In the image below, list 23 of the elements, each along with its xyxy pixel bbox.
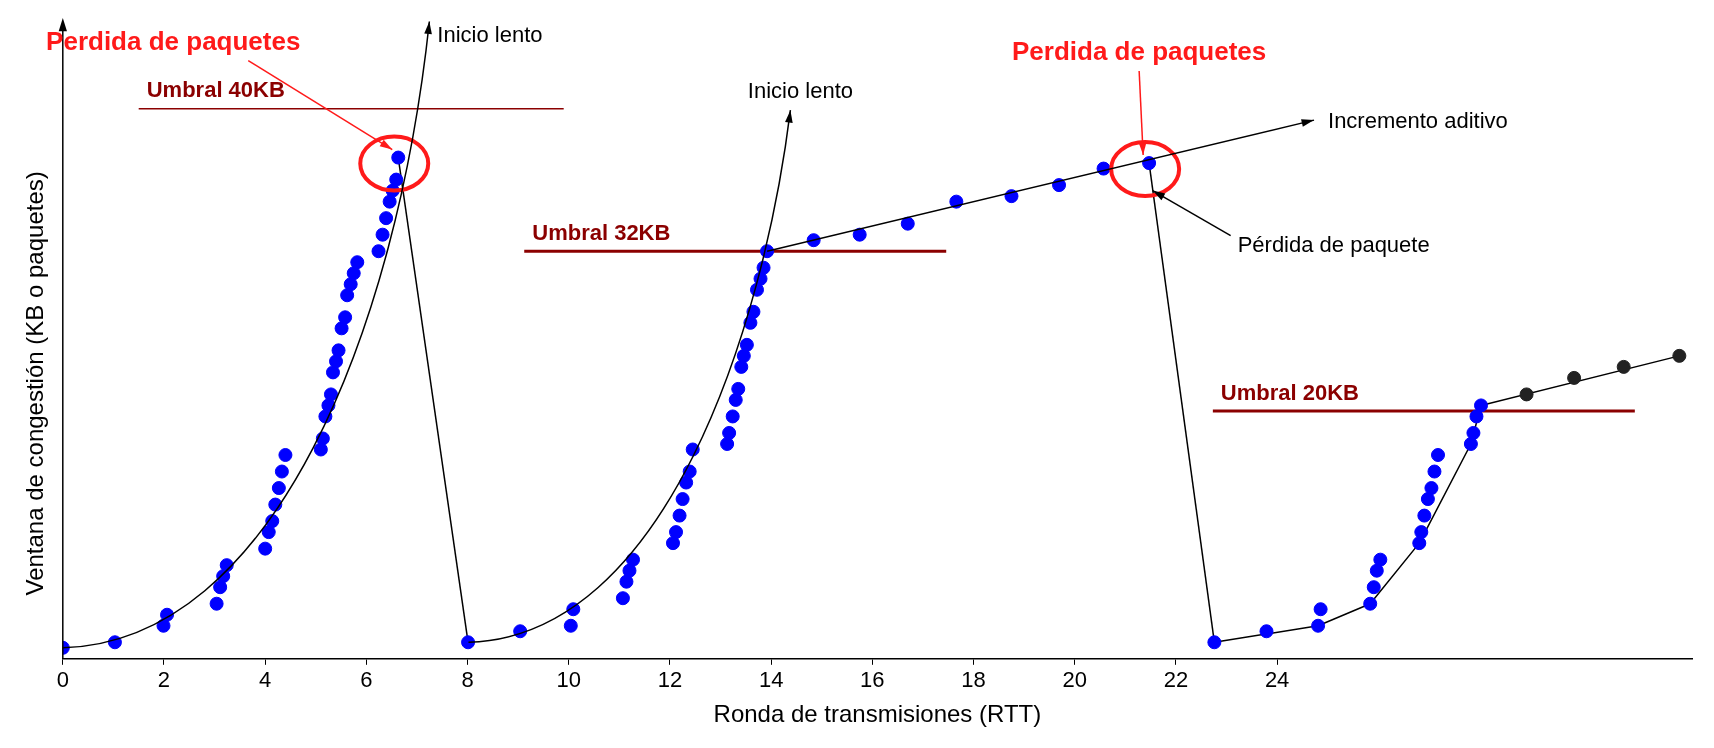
x-tick-label: 20: [1062, 667, 1087, 693]
x-tick-label: 14: [758, 667, 784, 693]
x-tick-label: 24: [1264, 667, 1290, 693]
series-label: Umbral 40KB: [146, 77, 285, 103]
x-tick-label: 0: [56, 667, 69, 693]
text: Inicio lento: [747, 78, 853, 104]
x-tick-label: 6: [360, 667, 373, 693]
x-tick-label: 12: [657, 667, 683, 693]
text: Inicio lento: [437, 21, 543, 47]
x-tick-label: 10: [556, 667, 581, 693]
x-tick-label: 4: [259, 667, 272, 693]
x-tick-label: 2: [157, 667, 171, 693]
series-label: Umbral 20KB: [1220, 380, 1360, 405]
annotation: Pérdida de paquete: [1237, 231, 1430, 257]
series-label: Umbral 32KB: [532, 220, 671, 246]
annotation: Incremento aditivo: [1328, 108, 1508, 134]
x-tick-label: 18: [961, 667, 986, 693]
text: Perdida de paquetes: [1011, 36, 1267, 67]
y-axis-title: Ventana de congestión (KB o paquetes): [21, 171, 49, 596]
x-tick-label: 22: [1163, 667, 1189, 693]
x-axis-title: Ronda de transmisiones (RTT): [713, 700, 1042, 728]
x-tick-label: 16: [860, 667, 885, 693]
x-tick-label: 8: [461, 667, 474, 693]
